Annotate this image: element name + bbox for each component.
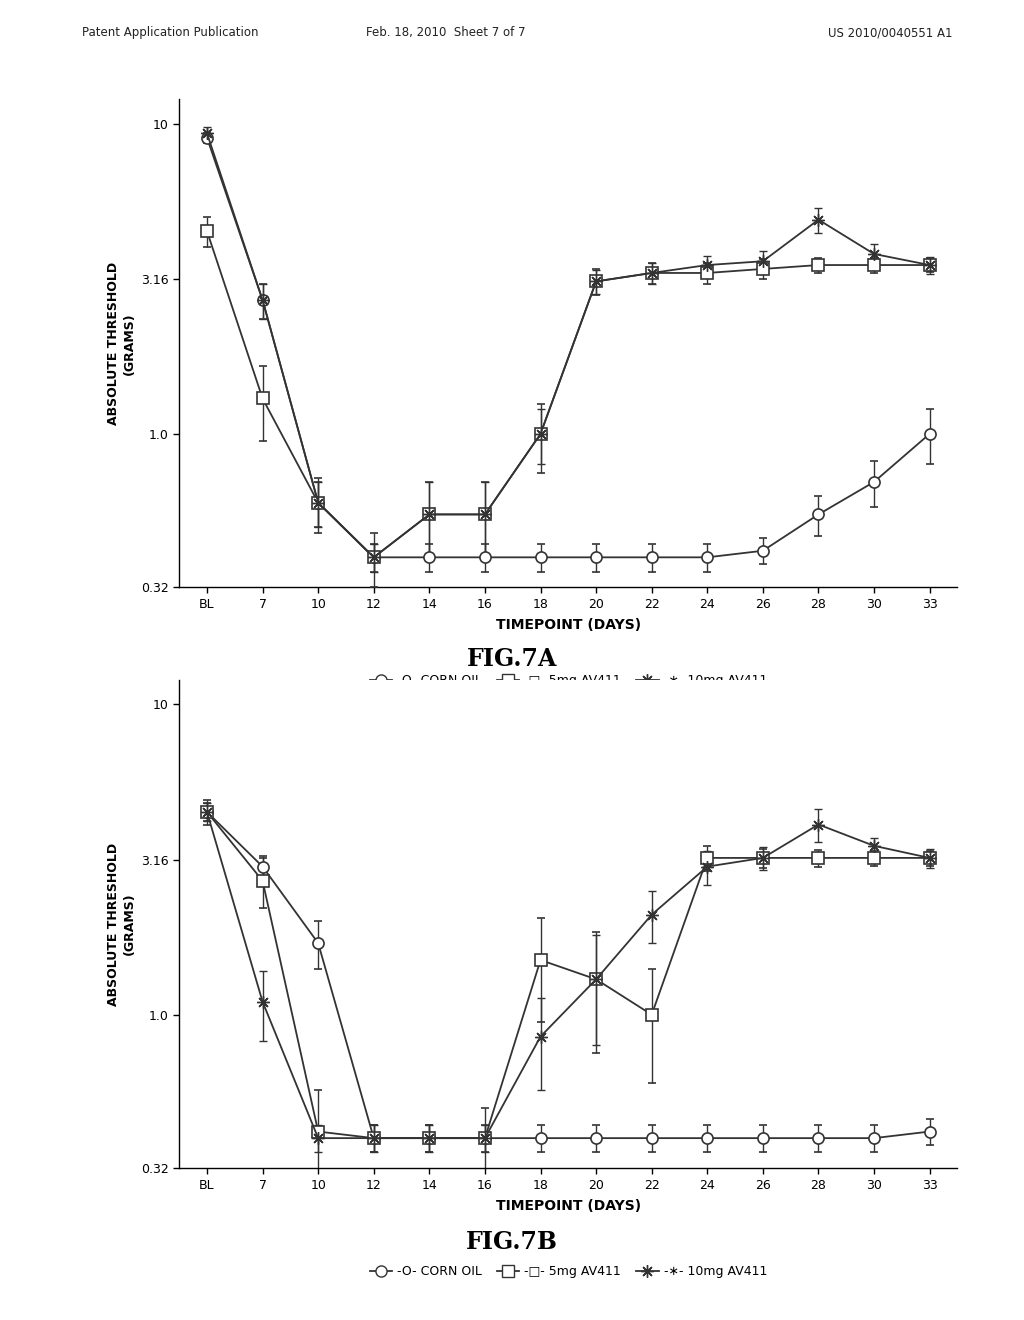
- Y-axis label: ABSOLUTE THRESHOLD
(GRAMS): ABSOLUTE THRESHOLD (GRAMS): [108, 842, 135, 1006]
- X-axis label: TIMEPOINT (DAYS): TIMEPOINT (DAYS): [496, 1199, 641, 1213]
- X-axis label: TIMEPOINT (DAYS): TIMEPOINT (DAYS): [496, 618, 641, 632]
- Text: FIG.7A: FIG.7A: [467, 647, 557, 671]
- Legend: -O- CORN OIL, -□- 5mg AV411, -∗- 10mg AV411: -O- CORN OIL, -□- 5mg AV411, -∗- 10mg AV…: [365, 1259, 772, 1283]
- Text: FIG.7B: FIG.7B: [466, 1230, 558, 1254]
- Text: Patent Application Publication: Patent Application Publication: [82, 26, 258, 40]
- Legend: -O- CORN OIL, -□- 5mg AV411, -∗- 10mg AV411: -O- CORN OIL, -□- 5mg AV411, -∗- 10mg AV…: [365, 669, 772, 693]
- Text: Feb. 18, 2010  Sheet 7 of 7: Feb. 18, 2010 Sheet 7 of 7: [366, 26, 525, 40]
- Y-axis label: ABSOLUTE THRESHOLD
(GRAMS): ABSOLUTE THRESHOLD (GRAMS): [108, 261, 135, 425]
- Text: US 2010/0040551 A1: US 2010/0040551 A1: [827, 26, 952, 40]
